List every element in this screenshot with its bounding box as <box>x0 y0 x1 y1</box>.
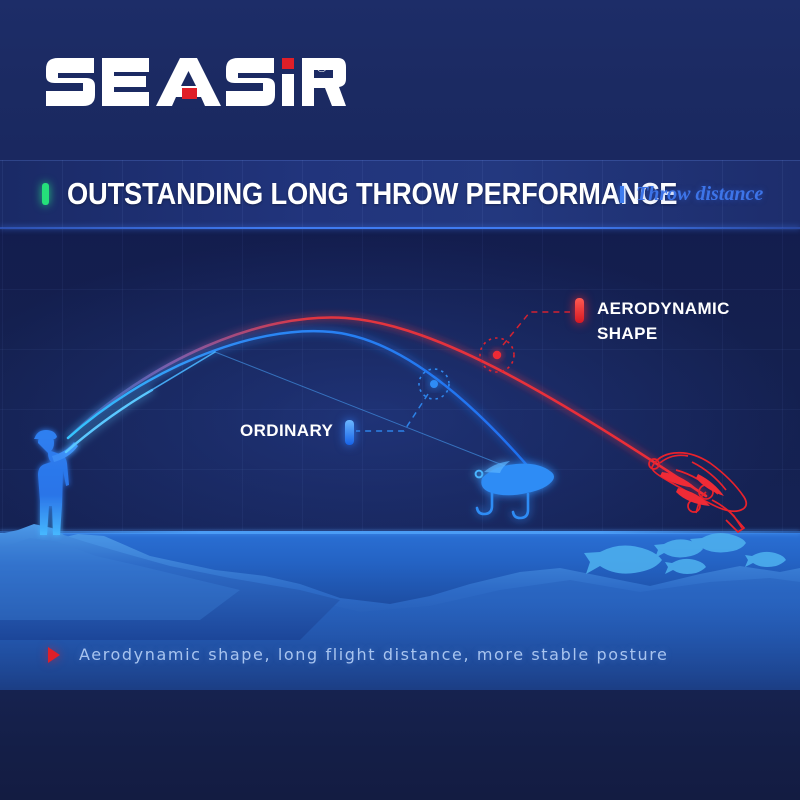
caption-row: Aerodynamic shape, long flight distance,… <box>48 645 668 664</box>
annotation-ordinary-label: ORDINARY <box>240 421 334 440</box>
bottom-panel-overlay <box>0 690 800 800</box>
seasir-logo[interactable] <box>46 56 346 108</box>
subtitle: Throw distance <box>636 182 764 205</box>
blue-accent-bar-icon <box>620 185 624 203</box>
green-accent-bar-icon <box>42 183 49 205</box>
annotation-aerodynamic-label: AERODYNAMIC SHAPE <box>597 297 730 346</box>
annotation-aerodynamic-line2: SHAPE <box>597 323 658 343</box>
subtitle-row: Throw distance <box>620 160 763 228</box>
annotation-aerodynamic[interactable]: AERODYNAMIC SHAPE <box>575 297 730 346</box>
water-surface <box>0 533 800 695</box>
header-band-top-divider <box>0 160 800 161</box>
annotation-ordinary[interactable]: ORDINARY <box>240 419 355 445</box>
page-title: OUTSTANDING LONG THROW PERFORMANCE <box>67 176 678 211</box>
red-chip-icon <box>575 298 584 323</box>
waterline <box>0 531 800 534</box>
headline-row: OUTSTANDING LONG THROW PERFORMANCE <box>0 160 800 228</box>
blue-chip-icon <box>345 420 355 445</box>
caption-text: Aerodynamic shape, long flight distance,… <box>79 645 669 664</box>
diagram-grid <box>0 229 800 534</box>
red-triangle-bullet-icon <box>48 646 60 663</box>
annotation-aerodynamic-line1: AERODYNAMIC <box>597 299 730 318</box>
header-band-bottom-divider <box>0 227 800 229</box>
header-band-grid <box>0 160 800 228</box>
header-band-background <box>0 160 800 229</box>
registered-trademark-icon: ® <box>316 60 328 76</box>
